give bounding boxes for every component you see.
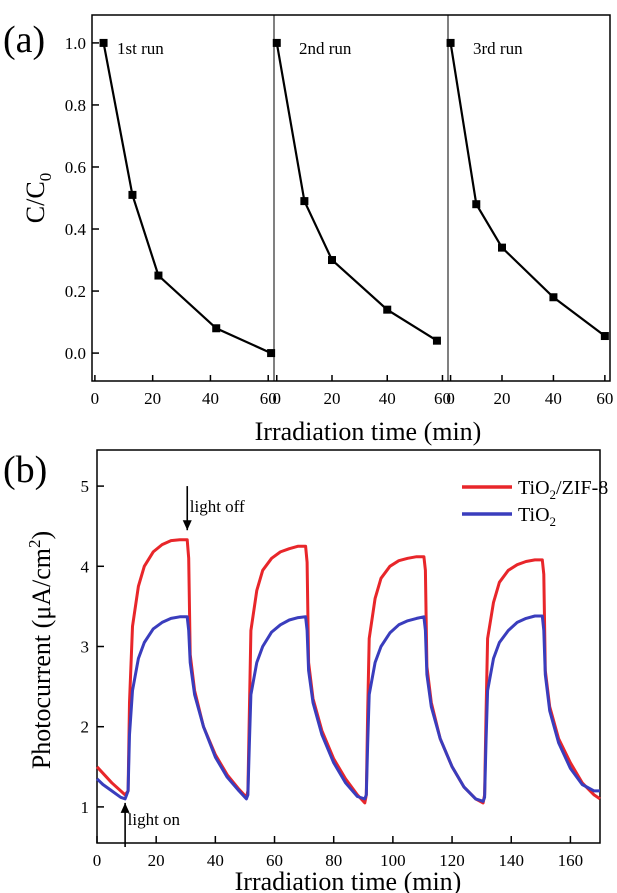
- chart-b-x-tick-label: 0: [93, 851, 102, 870]
- chart-a-run-label: 1st run: [117, 39, 164, 58]
- chart-b-x-tick-label: 100: [380, 851, 406, 870]
- legend: TiO2/ZIF-8 TiO2: [462, 477, 608, 529]
- chart-b-arrow-head: [120, 802, 130, 813]
- panel-b-label: (b): [3, 449, 47, 491]
- chart-a-data-point: [383, 305, 392, 314]
- chart-a-x-tick-label: 0: [273, 389, 282, 408]
- chart-b-y-axis-label-sup: 2: [25, 540, 44, 549]
- chart-a-x-tick-label: 20: [144, 389, 161, 408]
- chart-b-y-tick-label: 1: [81, 798, 90, 817]
- chart-a-data-point: [154, 271, 163, 280]
- legend-label-tio2-zif8-sub: 2: [550, 487, 557, 502]
- chart-a-x-tick-label: 40: [379, 389, 396, 408]
- chart-a-data-point: [128, 190, 137, 199]
- chart-b-x-tick-label: 160: [558, 851, 584, 870]
- chart-b-y-axis-label-end: ): [27, 531, 56, 540]
- chart-b-arrow-head: [182, 520, 192, 531]
- legend-label-tio2-zif8-main: TiO: [518, 477, 550, 499]
- chart-b-x-axis-label: Irradiation time (min): [235, 867, 462, 893]
- chart-b-x-tick-label: 80: [325, 851, 342, 870]
- chart-a-data-point: [272, 38, 281, 47]
- chart-b-y-tick-label: 5: [81, 477, 90, 496]
- chart-a-data-point: [446, 38, 455, 47]
- chart-b-y-axis-label: Photocurrent (μA/cm2): [25, 531, 56, 769]
- chart-b-x-tick-label: 40: [207, 851, 224, 870]
- chart-a-series-line: [275, 42, 438, 342]
- chart-a-x-tick-label: 60: [596, 389, 613, 408]
- legend-label-tio2: TiO2: [518, 504, 556, 529]
- legend-label-tio2-sub: 2: [550, 514, 557, 529]
- chart-b-y-tick-label: 3: [81, 638, 90, 657]
- chart-a-x-tick-label: 40: [545, 389, 562, 408]
- chart-a-data-point: [99, 38, 108, 47]
- chart-a-y-axis-label: C/C0: [21, 173, 55, 223]
- chart-a-y-tick-label: 0.2: [65, 282, 86, 301]
- chart-a-data-point: [432, 336, 441, 345]
- chart-a: 0.0 0.2 0.4 0.6 0.8 1.0 0 20 40 60 1st run 0 20 40 60 2…: [21, 14, 613, 446]
- chart-a-x-tick-label: 60: [260, 389, 277, 408]
- chart-a-run-label: 2nd run: [299, 39, 352, 58]
- chart-a-run-label: 3rd run: [473, 39, 523, 58]
- chart-b: 0 20 40 60 80 100 120 140 160 1 2 3 4 5 light off light…: [25, 449, 608, 893]
- chart-b-x-tick-label: 60: [266, 851, 283, 870]
- legend-label-tio2-zif8: TiO2/ZIF-8: [518, 477, 608, 502]
- chart-a-x-tick-label: 0: [446, 389, 455, 408]
- chart-b-x-tick-label: 120: [439, 851, 465, 870]
- chart-b-series-tio2-zif8: [95, 538, 601, 805]
- chart-a-frame: [91, 14, 611, 382]
- chart-a-y-tick-label: 1.0: [65, 34, 86, 53]
- chart-a-data-point: [472, 200, 481, 209]
- chart-a-series-line: [449, 42, 606, 337]
- chart-a-x-axis-label: Irradiation time (min): [255, 417, 482, 446]
- chart-a-x-tick-label: 20: [324, 389, 341, 408]
- chart-a-x-tick-label: 0: [91, 389, 100, 408]
- chart-a-data-point: [600, 332, 609, 341]
- chart-b-y-axis-label-main: Photocurrent (μA/cm: [27, 548, 56, 769]
- panel-a-label: (a): [3, 19, 45, 61]
- chart-b-x-tick-label: 20: [148, 851, 165, 870]
- legend-label-tio2-zif8-rest: /ZIF-8: [556, 477, 608, 499]
- chart-a-data-point: [498, 243, 506, 252]
- chart-a-data-point: [267, 349, 276, 358]
- chart-a-y-tick-label: 0.4: [65, 220, 87, 239]
- chart-a-x-tick-label: 40: [202, 389, 219, 408]
- chart-a-y-axis-label-sub: 0: [36, 173, 55, 182]
- chart-a-data-point: [549, 293, 558, 302]
- chart-b-y-tick-label: 2: [81, 718, 90, 737]
- chart-a-y-tick-label: 0.8: [65, 96, 86, 115]
- chart-a-data-point: [212, 324, 221, 333]
- chart-a-y-axis-label-main: C/C: [21, 181, 50, 223]
- chart-b-annotation: light on: [128, 810, 181, 829]
- chart-b-y-tick-label: 4: [81, 557, 90, 576]
- legend-label-tio2-main: TiO: [518, 504, 550, 526]
- chart-a-data-point: [328, 256, 336, 265]
- chart-a-y-tick-label: 0.6: [65, 158, 86, 177]
- chart-a-data-point: [300, 197, 309, 206]
- chart-a-y-tick-label: 0.0: [65, 344, 86, 363]
- chart-b-series-tio2: [95, 614, 600, 803]
- chart-a-x-tick-label: 60: [434, 389, 451, 408]
- chart-a-x-tick-label: 20: [494, 389, 511, 408]
- chart-b-annotation: light off: [190, 497, 245, 516]
- chart-b-x-tick-label: 140: [498, 851, 524, 870]
